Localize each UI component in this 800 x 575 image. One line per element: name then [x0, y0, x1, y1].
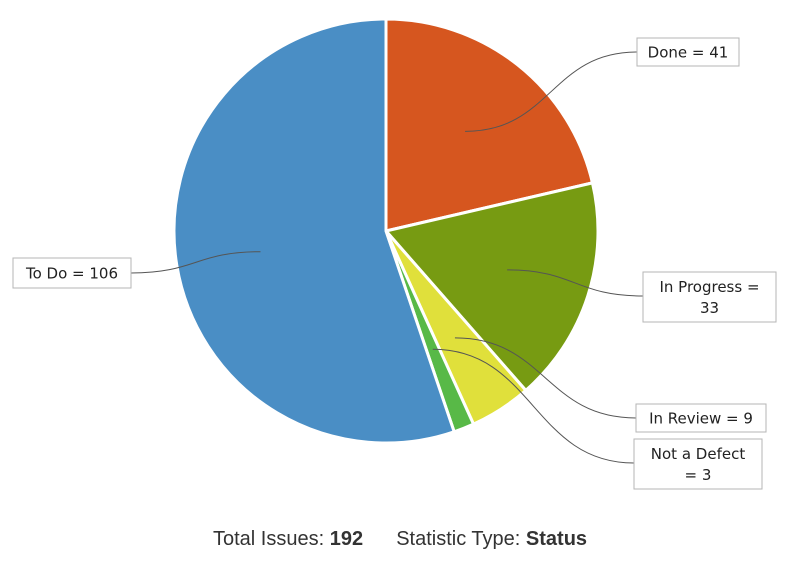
slice-label-to-do: To Do = 106 [12, 257, 132, 289]
label-box-done [636, 37, 740, 67]
pie-chart: Done = 41 In Progress = 33 In Review = 9 Not… [12, 17, 777, 490]
slice-label-done: Done = 41 [636, 37, 740, 67]
pie-slices [172, 17, 600, 445]
label-box-in-review [635, 403, 767, 433]
slice-label-not-a-defect: Not a Defect = 3 [633, 438, 763, 490]
leader-line-to-do [130, 251, 261, 274]
leader-line-not-a-defect [432, 348, 635, 464]
statistic-type-label: Statistic Type: [396, 528, 521, 550]
pie-slice-to-do [172, 17, 456, 445]
label-text-done: Done = 41 [648, 44, 729, 62]
slice-label-in-review: In Review = 9 [635, 403, 767, 433]
label-text-to-do: To Do = 106 [25, 265, 118, 283]
leader-line-in-review [454, 337, 637, 419]
label-text-in-progress: In Progress = [659, 278, 759, 296]
chart-footer: Total Issues: 192 Statistic Type: Status [0, 528, 800, 551]
leader-line-in-progress [507, 269, 644, 297]
label-box-in-progress [642, 271, 777, 323]
label-box-to-do [12, 257, 132, 289]
leader-lines [130, 51, 644, 464]
label-text-in-review: In Review = 9 [649, 410, 753, 428]
label-text-not-a-defect: Not a Defect [651, 445, 746, 463]
label-text-not-a-defect: = 3 [685, 466, 712, 484]
slice-labels: Done = 41 In Progress = 33 In Review = 9 Not… [12, 37, 777, 490]
total-issues-value: 192 [329, 528, 364, 550]
total-issues-label: Total Issues: [212, 528, 325, 550]
label-box-not-a-defect [633, 438, 763, 490]
statistic-type-value: Status [525, 528, 588, 550]
label-text-in-progress: 33 [700, 299, 719, 317]
pie-slice-done [384, 17, 594, 233]
slice-label-in-progress: In Progress = 33 [642, 271, 777, 323]
leader-line-done [465, 51, 638, 132]
